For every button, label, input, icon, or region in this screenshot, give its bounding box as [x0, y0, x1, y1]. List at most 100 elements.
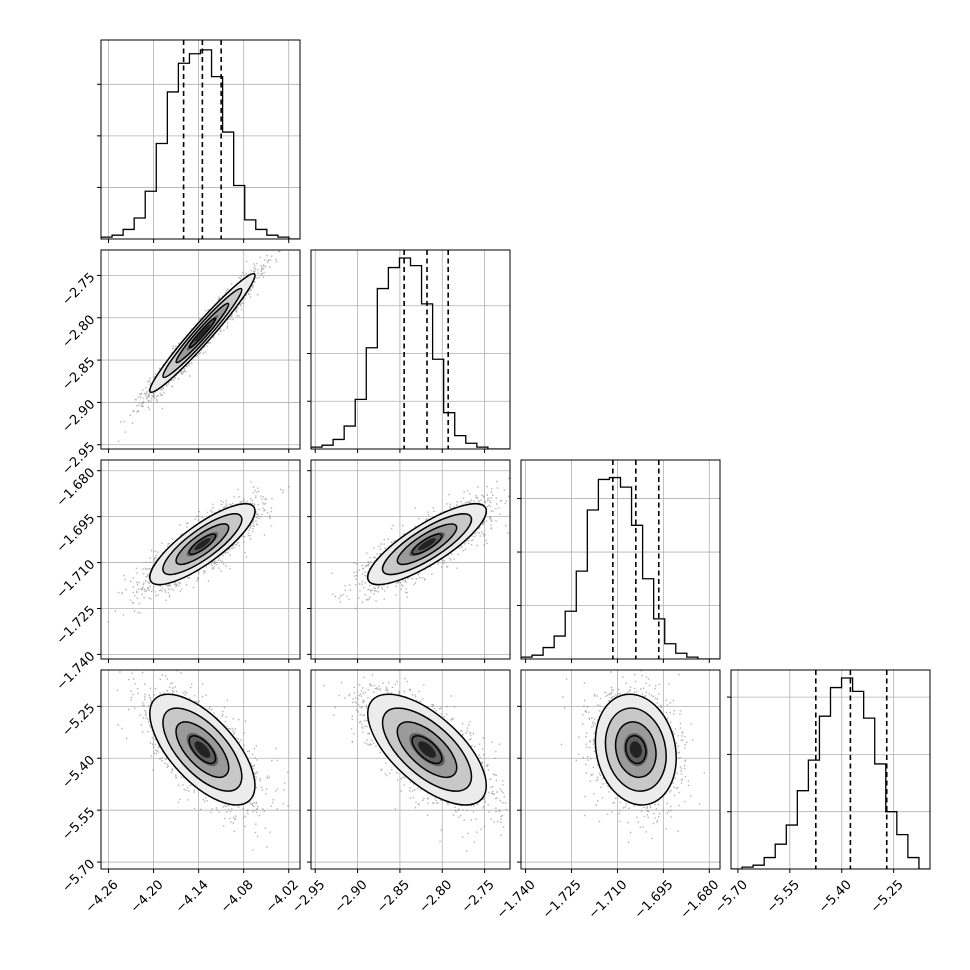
x-tick-label: −1.695 — [632, 877, 677, 922]
axes-frame-1-0 — [100, 249, 301, 450]
axes-frame-3-0 — [100, 669, 301, 870]
histogram-2 — [521, 460, 720, 659]
contour-line — [188, 317, 217, 349]
grid-1-1 — [311, 250, 510, 449]
grid-2-1 — [311, 460, 510, 659]
contour-line — [175, 721, 230, 779]
scatter-panel-2-0 — [107, 460, 299, 623]
y-tick-label: −5.25 — [60, 701, 99, 740]
axes-frame-3-2 — [520, 669, 721, 870]
x-tick-label: −5.25 — [868, 877, 907, 916]
x-tick-label: −4.26 — [83, 877, 122, 916]
ticks-3-3 — [727, 696, 895, 873]
x-tick-label: −4.20 — [128, 877, 167, 916]
grid-3-3 — [731, 670, 930, 869]
y-tick-label: −1.710 — [54, 557, 99, 602]
histogram-step — [731, 677, 930, 869]
panel-bg-2-2 — [521, 460, 720, 659]
axes-frame-3-1 — [310, 669, 511, 870]
ticks-2-0 — [97, 470, 290, 663]
x-tick-label: −1.710 — [586, 877, 631, 922]
y-tick-label: −1.695 — [54, 511, 99, 556]
contour-line — [175, 302, 230, 364]
contour-line — [411, 533, 443, 556]
contour-line — [366, 503, 488, 586]
contour-line — [411, 735, 443, 765]
contour-line — [614, 721, 657, 779]
axes-frame-2-1 — [310, 459, 511, 660]
histogram-3 — [731, 670, 930, 869]
contour-line — [149, 693, 256, 806]
contour-line — [188, 735, 217, 765]
grid-2-2 — [521, 460, 720, 659]
ticks-1-0 — [97, 274, 290, 453]
y-tick-labels-2: −1.740−1.725−1.710−1.695−1.680 — [54, 465, 99, 693]
histogram-0 — [101, 40, 300, 239]
ticks-1-1 — [307, 305, 486, 453]
contour-line — [366, 693, 488, 806]
density-fill — [629, 741, 642, 758]
contour-line — [604, 707, 667, 792]
x-tick-labels-2: −1.740 −1.725 −1.710 −1.695 −1.680 — [494, 877, 722, 922]
scatter-panel-3-1 — [323, 674, 510, 852]
contour-line — [396, 721, 458, 779]
y-tick-label: −1.740 — [54, 649, 99, 694]
density-fill — [194, 538, 211, 551]
x-tick-label: −4.14 — [173, 877, 212, 916]
x-tick-labels-0: −4.26 −4.20 −4.14 −4.08 −4.02 — [83, 877, 302, 916]
x-tick-label: −2.85 — [374, 877, 413, 916]
histogram-step — [101, 49, 300, 239]
density-fill — [418, 538, 436, 551]
ticks-0-0 — [97, 83, 290, 243]
x-tick-label: −1.740 — [494, 877, 539, 922]
x-tick-labels-1: −2.95 −2.90 −2.85 −2.80 −2.75 — [290, 877, 498, 916]
contour-line — [594, 693, 677, 806]
axes-frame-3-3 — [730, 669, 931, 870]
ticks-2-2 — [517, 498, 710, 663]
axes-frame-2-0 — [100, 459, 301, 660]
contour-line — [162, 707, 243, 792]
scatter-panel-1-0 — [117, 250, 281, 442]
y-tick-labels-3: −5.70 −5.55 −5.40 −5.25 — [60, 701, 99, 896]
grid-0-0 — [101, 40, 300, 239]
ticks-3-2 — [517, 705, 710, 873]
x-tick-label: −5.40 — [816, 877, 855, 916]
x-tick-label: −2.90 — [332, 877, 371, 916]
y-tick-label: −5.40 — [60, 753, 99, 792]
x-tick-label: −1.725 — [540, 877, 585, 922]
axes-frame-1-1 — [310, 249, 511, 450]
histogram-step — [521, 476, 720, 659]
scatter-panel-3-2 — [560, 670, 705, 843]
histogram-step — [311, 257, 510, 449]
contour-line — [149, 272, 256, 394]
axes-frame-0-0 — [100, 39, 301, 240]
panel-bg-1-1 — [311, 250, 510, 449]
histogram-1 — [311, 250, 510, 449]
contour-line — [396, 523, 458, 566]
axes-frame-2-2 — [520, 459, 721, 660]
scatter-panel-3-0 — [116, 670, 289, 851]
x-tick-label: −4.08 — [218, 877, 257, 916]
scatter-panel-2-1 — [331, 477, 510, 610]
x-tick-label: −5.70 — [712, 877, 751, 916]
contour-line — [175, 523, 230, 566]
ticks-2-1 — [307, 470, 486, 663]
panel-bg-0-0 — [101, 40, 300, 239]
y-tick-labels-1: −2.95−2.90−2.85−2.80−2.75 — [60, 270, 99, 478]
y-tick-label: −5.55 — [60, 805, 99, 844]
contour-line — [162, 287, 243, 379]
x-tick-label: −2.80 — [417, 877, 456, 916]
contour-line — [162, 513, 243, 576]
y-tick-label: −2.90 — [60, 397, 99, 436]
density-fill — [194, 741, 211, 758]
density-fill — [418, 741, 436, 758]
y-tick-label: −2.80 — [60, 312, 99, 351]
density-fill — [194, 324, 211, 342]
contour-line — [188, 533, 217, 556]
contour-line — [381, 707, 473, 792]
x-tick-labels-3: −5.70 −5.55 −5.40 −5.25 — [712, 877, 907, 916]
ticks-3-1 — [307, 705, 486, 873]
contour-line — [624, 735, 647, 765]
y-tick-label: −5.70 — [60, 857, 99, 896]
